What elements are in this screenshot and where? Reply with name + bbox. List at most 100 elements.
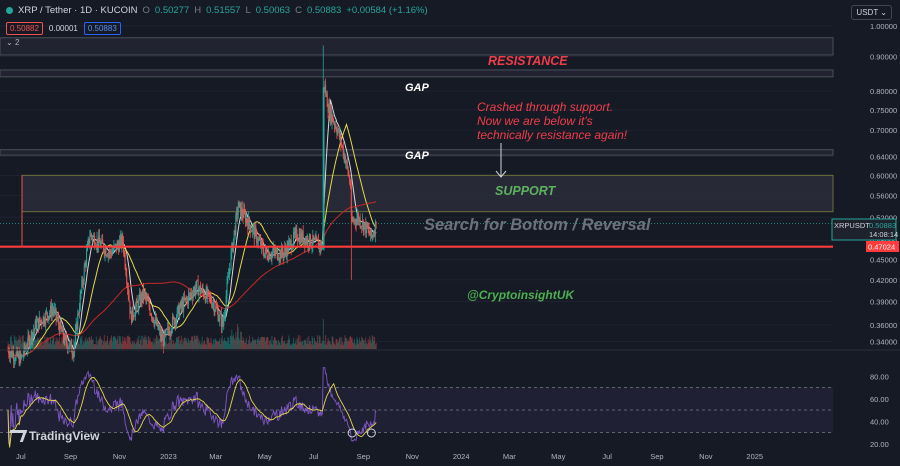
volume-bar bbox=[222, 341, 224, 349]
candle-body bbox=[297, 239, 299, 241]
volume-bar bbox=[147, 343, 149, 349]
volume-bar bbox=[310, 344, 312, 349]
candle-body bbox=[272, 251, 274, 253]
volume-bar bbox=[238, 337, 240, 349]
volume-bar bbox=[272, 344, 274, 349]
candle-body bbox=[22, 354, 24, 357]
symbol-title[interactable]: XRP / Tether · 1D · KUCOIN bbox=[18, 5, 138, 16]
volume-bar bbox=[212, 339, 214, 349]
candle-body bbox=[172, 316, 174, 318]
candle-body bbox=[231, 243, 233, 253]
volume-bar bbox=[51, 340, 53, 349]
candle-body bbox=[151, 314, 153, 318]
volume-bar bbox=[120, 342, 122, 349]
candle-body bbox=[359, 217, 361, 227]
candle-body bbox=[38, 317, 40, 329]
currency-selector[interactable]: USDT ⌄ bbox=[851, 5, 892, 20]
candle-body bbox=[56, 318, 58, 319]
candle-body bbox=[60, 321, 62, 328]
candle-body bbox=[257, 238, 259, 243]
volume-bar bbox=[111, 341, 113, 349]
candle-body bbox=[248, 217, 250, 230]
candle-body bbox=[54, 308, 56, 310]
volume-bar bbox=[354, 344, 356, 349]
volume-bar bbox=[333, 342, 335, 349]
ask-price[interactable]: 0.50883 bbox=[83, 22, 121, 35]
candle-body bbox=[188, 293, 190, 295]
candle-body bbox=[195, 288, 197, 294]
volume-bar bbox=[44, 336, 46, 349]
candle-body bbox=[13, 360, 15, 362]
candle-body bbox=[33, 328, 35, 331]
time-axis[interactable]: Jul Sep Nov 2023 Mar May Jul Sep Nov 2024 Mar May Ju… bbox=[16, 452, 763, 461]
time-tick-label: 2025 bbox=[746, 452, 763, 461]
volume-bar bbox=[256, 343, 258, 349]
volume-bar bbox=[273, 336, 275, 349]
volume-bar bbox=[19, 339, 21, 349]
volume-bar bbox=[144, 335, 146, 349]
price-tags: XRPUSDT 0.50883 14:08:14 0.47024 bbox=[831, 218, 899, 252]
candle-body bbox=[309, 234, 311, 247]
candle-body bbox=[79, 294, 81, 310]
volume-bar bbox=[277, 344, 279, 349]
volume-bar bbox=[330, 344, 332, 349]
volume-bar bbox=[269, 339, 271, 349]
volume-bar bbox=[250, 342, 252, 349]
candle-body bbox=[374, 221, 376, 236]
volume-bar bbox=[141, 344, 143, 349]
candle-body bbox=[234, 230, 236, 235]
volume-bar bbox=[191, 336, 193, 349]
volume-bar bbox=[271, 335, 273, 349]
volume-bar bbox=[213, 343, 215, 349]
volume-bar bbox=[326, 344, 327, 349]
rsi-tick-label: 60.00 bbox=[870, 395, 889, 404]
candle-body bbox=[356, 218, 358, 225]
volume-bar bbox=[50, 344, 52, 349]
volume-bar bbox=[25, 340, 27, 349]
volume-bar bbox=[232, 336, 234, 349]
candle-body bbox=[168, 330, 170, 335]
volume-bar bbox=[276, 340, 278, 349]
volume-bar bbox=[351, 337, 353, 349]
volume-bar bbox=[197, 338, 199, 349]
volume-bar bbox=[168, 337, 170, 349]
volume-bar bbox=[325, 335, 327, 349]
volume-bar bbox=[14, 340, 16, 349]
volume-bar bbox=[16, 341, 18, 349]
candle-body bbox=[342, 146, 344, 157]
volume-bar bbox=[176, 337, 177, 349]
candle-body bbox=[332, 114, 334, 122]
volume-bar bbox=[137, 341, 139, 349]
candle-body bbox=[261, 240, 263, 245]
volume-bar bbox=[362, 338, 364, 349]
candle-body bbox=[273, 248, 275, 251]
volume-bar bbox=[205, 344, 207, 349]
volume-bar bbox=[353, 343, 355, 349]
candle-body bbox=[200, 291, 202, 294]
volume-bar bbox=[165, 335, 167, 349]
volume-bar bbox=[117, 335, 119, 349]
candle-body bbox=[325, 93, 327, 95]
candle-body bbox=[331, 114, 333, 123]
indicators-toggle[interactable]: ⌄ 2 bbox=[6, 38, 19, 47]
zone-support bbox=[21, 174, 834, 213]
volume-bar bbox=[164, 342, 166, 349]
candle-body bbox=[211, 302, 213, 307]
candle-body bbox=[208, 291, 210, 296]
volume-bar bbox=[348, 341, 350, 349]
volume-bar bbox=[303, 340, 305, 349]
candle-body bbox=[186, 298, 188, 300]
volume-bar bbox=[202, 344, 204, 349]
candle-body bbox=[74, 330, 76, 344]
volume-bar bbox=[119, 336, 120, 349]
volume-bar bbox=[196, 335, 198, 349]
candle-body bbox=[289, 240, 291, 241]
bid-price[interactable]: 0.50882 bbox=[6, 22, 43, 35]
bid-ask-row: 0.50882 0.00001 0.50883 bbox=[6, 22, 121, 35]
candle-body bbox=[150, 314, 152, 315]
volume-bar bbox=[293, 337, 295, 349]
volume-bar bbox=[318, 335, 320, 349]
volume-bar bbox=[100, 339, 102, 349]
legend-header[interactable]: XRP / Tether · 1D · KUCOIN O 0.50277 H 0.5… bbox=[6, 5, 428, 16]
